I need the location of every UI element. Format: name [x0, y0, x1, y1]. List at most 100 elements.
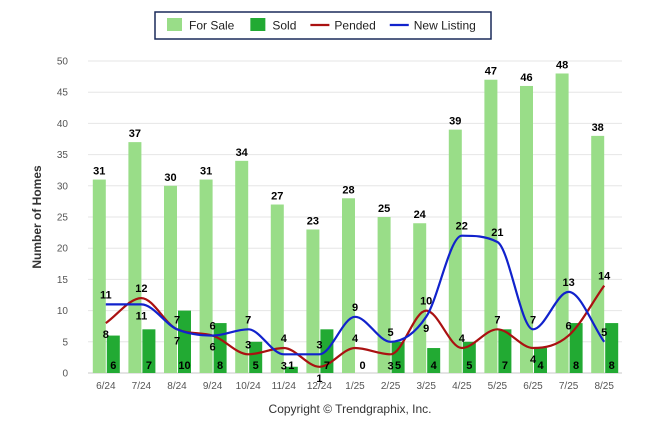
data-label-new-listing: 7 [174, 314, 180, 326]
data-label-for-sale: 23 [307, 215, 319, 227]
bar-sold [106, 335, 120, 373]
bar-for-sale [235, 160, 249, 373]
data-label-for-sale: 39 [449, 116, 461, 128]
x-tick-label: 6/24 [96, 381, 116, 392]
y-tick-label: 35 [57, 150, 69, 161]
data-label-pended: 3 [388, 360, 394, 372]
data-label-pended: 10 [420, 296, 432, 308]
data-label-for-sale: 31 [200, 166, 212, 178]
data-label-new-listing: 5 [388, 327, 394, 339]
legend-label-for-sale: For Sale [189, 19, 235, 33]
y-tick-label: 20 [57, 244, 69, 255]
data-label-for-sale: 38 [592, 122, 604, 134]
x-tick-label: 11/24 [272, 381, 297, 392]
data-label-pended: 4 [352, 333, 359, 345]
bar-for-sale [591, 135, 605, 373]
data-label-sold: 7 [146, 360, 152, 372]
y-axis-ticks: 0 5 10 15 20 25 30 35 40 45 50 [57, 57, 69, 380]
x-axis-ticks: 6/24 7/24 8/24 9/24 10/24 11/24 12/24 1/25 2/25 3… [96, 381, 614, 392]
data-label-new-listing: 7 [245, 314, 251, 326]
data-label-new-listing: 21 [491, 227, 503, 239]
data-label-for-sale: 28 [342, 184, 354, 196]
y-axis-title: Number of Homes [30, 165, 44, 269]
data-label-sold: 6 [110, 360, 116, 372]
bar-for-sale [448, 129, 462, 373]
data-labels: 3168113771211301077318663453727143237132… [93, 59, 615, 384]
legend-label-sold: Sold [272, 19, 296, 33]
x-tick-label: 6/25 [523, 381, 543, 392]
data-label-sold: 5 [253, 360, 259, 372]
data-label-pended: 7 [494, 314, 500, 326]
data-label-sold: 4 [537, 360, 544, 372]
data-label-pended: 1 [316, 373, 322, 385]
data-label-for-sale: 46 [520, 72, 532, 84]
data-label-for-sale: 48 [556, 59, 568, 71]
data-label-pended: 14 [598, 271, 611, 283]
data-label-new-listing: 11 [100, 289, 112, 301]
data-label-pended: 6 [566, 321, 572, 333]
y-tick-label: 50 [57, 57, 69, 68]
x-tick-label: 10/24 [236, 381, 261, 392]
data-label-pended: 7 [174, 335, 180, 347]
y-tick-label: 40 [57, 119, 69, 130]
legend-swatch-for-sale [167, 18, 182, 31]
bar-sold [498, 329, 512, 373]
x-tick-label: 8/24 [167, 381, 187, 392]
x-tick-label: 4/25 [452, 381, 472, 392]
x-tick-label: 1/25 [345, 381, 365, 392]
bar-sold [534, 348, 547, 373]
data-label-for-sale: 24 [414, 209, 427, 221]
legend-label-pended: Pended [334, 19, 375, 33]
data-label-pended: 3 [245, 339, 251, 351]
bar-sold [427, 348, 441, 373]
data-label-new-listing: 3 [316, 339, 322, 351]
data-label-sold: 4 [431, 360, 438, 372]
bar-sold [391, 341, 405, 373]
data-label-pended: 4 [459, 333, 466, 345]
legend-swatch-sold [250, 18, 266, 31]
y-tick-label: 0 [62, 369, 68, 380]
data-label-for-sale: 31 [93, 166, 105, 178]
data-label-new-listing: 9 [423, 323, 429, 335]
copyright-footer: Copyright © Trendgraphix, Inc. [269, 402, 432, 416]
data-label-sold: 1 [288, 360, 294, 372]
y-tick-label: 15 [57, 275, 69, 286]
data-label-new-listing: 22 [456, 221, 468, 233]
data-label-for-sale: 34 [236, 147, 249, 159]
legend[interactable]: For Sale Sold Pended New Listing [154, 11, 492, 40]
data-label-pended: 12 [135, 283, 147, 295]
data-label-sold: 7 [324, 360, 330, 372]
data-label-sold: 5 [395, 360, 401, 372]
legend-label-new-listing: New Listing [414, 19, 476, 33]
data-label-sold: 5 [466, 360, 472, 372]
y-tick-label: 25 [57, 213, 69, 224]
bar-for-sale [484, 79, 498, 373]
bar-sold [462, 341, 476, 373]
x-tick-label: 7/25 [559, 381, 579, 392]
data-label-sold: 8 [609, 360, 615, 372]
bar-sold [284, 366, 298, 373]
bar-for-sale [413, 223, 427, 373]
data-label-new-listing: 5 [601, 327, 607, 339]
bar-for-sale [92, 179, 106, 373]
bar-sold [142, 329, 156, 373]
bar-sold [569, 323, 583, 373]
bar-for-sale [520, 85, 533, 374]
data-label-for-sale: 30 [164, 172, 176, 184]
data-label-new-listing: 9 [352, 302, 358, 314]
data-label-sold: 7 [502, 360, 508, 372]
x-tick-label: 7/24 [132, 381, 152, 392]
x-tick-label: 8/25 [594, 381, 614, 392]
data-label-pended: 4 [281, 333, 288, 345]
bar-for-sale [342, 198, 355, 373]
data-label-for-sale: 27 [271, 191, 283, 203]
data-label-for-sale: 47 [485, 66, 497, 78]
y-tick-label: 5 [62, 337, 68, 348]
bar-for-sale [270, 204, 284, 373]
data-label-for-sale: 37 [129, 128, 141, 140]
y-tick-label: 30 [57, 181, 69, 192]
data-label-pended: 8 [103, 329, 109, 341]
bar-sold [178, 310, 191, 373]
bar-for-sale [377, 217, 391, 373]
